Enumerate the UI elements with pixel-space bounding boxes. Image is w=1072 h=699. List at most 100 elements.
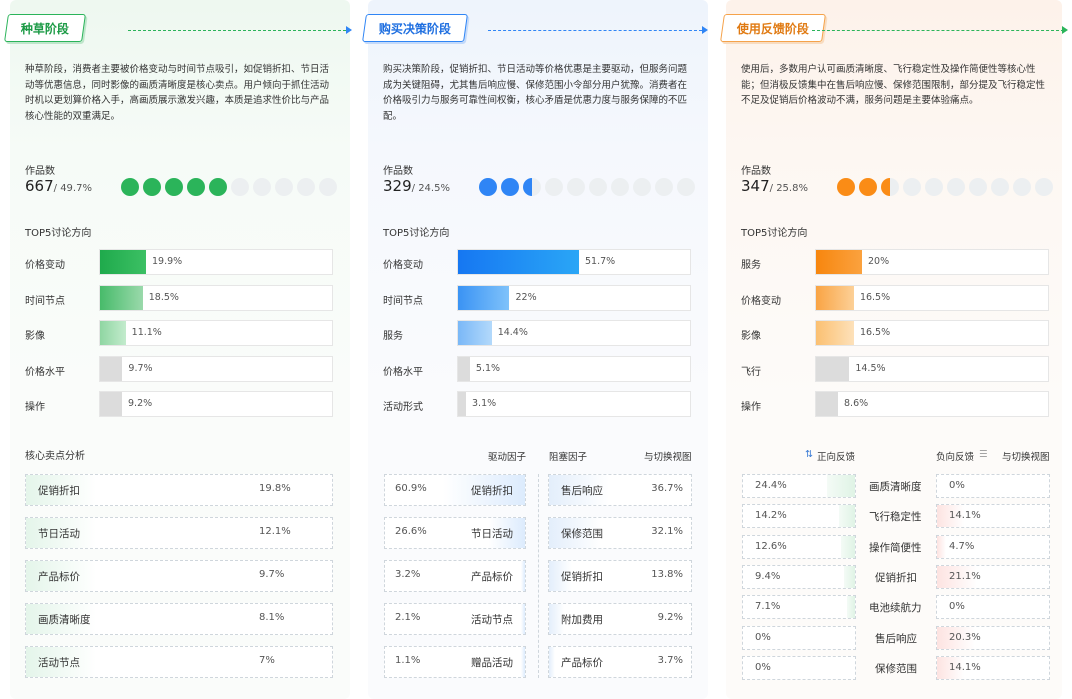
- work-count: 667/ 49.7%: [25, 176, 92, 195]
- positive-feedback-row[interactable]: 14.2%: [742, 504, 856, 529]
- negative-feedback-row[interactable]: 0%: [936, 595, 1050, 620]
- positive-feedback-row[interactable]: 0%: [742, 655, 856, 680]
- drive-factor-row[interactable]: 3.2% 产品标价: [384, 560, 526, 592]
- drive-factor-header[interactable]: 驱动因子: [488, 452, 527, 463]
- top5-value: 3.1%: [472, 398, 497, 409]
- block-factor-shade: [549, 604, 565, 634]
- positive-feedback-row[interactable]: 24.4%: [742, 474, 856, 498]
- core-point-row[interactable]: 画质清晰度 8.1%: [25, 603, 333, 635]
- block-factor-label: 附加费用: [561, 614, 603, 626]
- work-share-value: / 49.7%: [53, 183, 92, 194]
- share-dot: [925, 178, 943, 196]
- drive-factor-shade: [521, 647, 525, 677]
- drive-factor-row[interactable]: 60.9% 促销折扣: [384, 474, 526, 506]
- negative-feedback-value: 0%: [949, 480, 965, 491]
- negative-feedback-row[interactable]: 14.1%: [936, 504, 1050, 529]
- top5-value: 14.4%: [497, 327, 528, 338]
- core-point-row[interactable]: 促销折扣 19.8%: [25, 474, 333, 506]
- positive-feedback-row[interactable]: 9.4%: [742, 564, 856, 589]
- feedback-aspect-label: 电池续航力: [869, 602, 922, 615]
- share-dot: [501, 178, 519, 196]
- negative-feedback-row[interactable]: 21.1%: [936, 564, 1050, 589]
- work-count: 347/ 25.8%: [741, 176, 808, 195]
- drive-factor-value: 3.2%: [395, 569, 421, 580]
- block-factor-shade: [549, 561, 572, 591]
- share-dot: [545, 178, 563, 196]
- core-point-value: 9.7%: [259, 569, 285, 580]
- top5-bar-fill: [458, 321, 492, 345]
- core-point-row[interactable]: 节日活动 12.1%: [25, 517, 333, 549]
- negative-feedback-header[interactable]: 负向反馈: [936, 452, 975, 463]
- stage-column-grass: 种草阶段 种草阶段，消费者主要被价格变动与时间节点吸引，如促销折扣、节日活动等优惠…: [4, 0, 352, 699]
- drive-factor-row[interactable]: 1.1% 赠品活动: [384, 646, 526, 678]
- top5-bar-fill: [816, 356, 850, 381]
- negative-feedback-value: 21.1%: [949, 570, 981, 582]
- block-factor-header[interactable]: 阻塞因子: [549, 452, 588, 463]
- core-points-title: 核心卖点分析: [25, 451, 85, 462]
- work-count-value: 347: [741, 177, 770, 195]
- switch-view-toggle[interactable]: 与切换视图: [1002, 452, 1050, 463]
- top5-bar-fill: [816, 321, 854, 345]
- core-point-value: 12.1%: [259, 526, 291, 537]
- share-dot: [991, 178, 1009, 196]
- top5-value: 16.5%: [859, 291, 891, 303]
- block-factor-row[interactable]: 附加费用 9.2%: [548, 603, 692, 635]
- positive-feedback-row[interactable]: 7.1%: [742, 595, 856, 620]
- drive-factor-row[interactable]: 26.6% 节日活动: [384, 517, 526, 549]
- top5-label: 活动形式: [383, 402, 423, 413]
- block-factor-row[interactable]: 促销折扣 13.8%: [548, 560, 692, 592]
- share-dot: [947, 178, 965, 196]
- switch-view-toggle[interactable]: 与切换视图: [644, 452, 692, 463]
- core-point-label: 活动节点: [38, 657, 80, 669]
- block-factor-value: 3.7%: [657, 655, 683, 666]
- core-point-row[interactable]: 活动节点 7%: [25, 646, 333, 678]
- block-factor-row[interactable]: 售后响应 36.7%: [548, 474, 692, 506]
- negative-feedback-row[interactable]: 20.3%: [936, 625, 1050, 650]
- top5-row: 服务 20%: [741, 249, 1051, 275]
- positive-feedback-icon: ⇅: [805, 449, 813, 460]
- negative-feedback-row[interactable]: 14.1%: [936, 655, 1050, 680]
- top5-label: 价格水平: [25, 366, 65, 378]
- top5-row: 影像 16.5%: [741, 320, 1051, 346]
- positive-feedback-header[interactable]: 正向反馈: [817, 452, 856, 463]
- negative-feedback-row[interactable]: 0%: [936, 474, 1050, 498]
- top5-row: 价格变动 51.7%: [383, 249, 693, 275]
- stage-title-tag[interactable]: 种草阶段: [4, 14, 86, 42]
- top5-row: 飞行 14.5%: [741, 355, 1051, 382]
- drive-factor-label: 节日活动: [471, 528, 513, 540]
- top5-row: 服务 14.4%: [383, 320, 693, 346]
- drive-factor-value: 2.1%: [395, 612, 421, 623]
- drive-factor-shade: [443, 475, 525, 505]
- share-dot: [165, 178, 183, 196]
- top5-bar-fill: [458, 392, 466, 416]
- top5-bar-fill: [100, 356, 123, 381]
- top5-bar-track: 16.5%: [815, 320, 1049, 346]
- block-factor-row[interactable]: 产品标价 3.7%: [548, 646, 692, 678]
- block-factor-label: 售后响应: [561, 485, 603, 497]
- share-dots: [837, 178, 1053, 196]
- core-point-value: 8.1%: [259, 612, 285, 623]
- top5-bar-fill: [100, 321, 126, 345]
- negative-feedback-icon: ☰: [979, 449, 988, 460]
- top5-bar-fill: [100, 392, 122, 416]
- top5-label: 时间节点: [25, 295, 65, 307]
- drive-factor-row[interactable]: 2.1% 活动节点: [384, 603, 526, 635]
- stage-title-tag[interactable]: 使用反馈阶段: [720, 14, 826, 42]
- stage-title-tag[interactable]: 购买决策阶段: [362, 14, 468, 42]
- positive-feedback-row[interactable]: 12.6%: [742, 534, 856, 559]
- positive-feedback-shade: [844, 565, 855, 588]
- block-factor-row[interactable]: 保修范围 32.1%: [548, 517, 692, 549]
- top5-value: 5.1%: [475, 362, 501, 374]
- positive-feedback-value: 14.2%: [755, 510, 787, 522]
- core-point-shade: [26, 647, 96, 677]
- negative-feedback-row[interactable]: 4.7%: [936, 534, 1050, 559]
- share-dot: [143, 178, 161, 196]
- stage-description: 购买决策阶段，促销折扣、节日活动等价格优惠是主要驱动，但服务问题成为关键阻碍，尤…: [383, 64, 688, 122]
- share-dot: [567, 178, 585, 196]
- top5-value: 8.6%: [844, 398, 869, 409]
- core-point-row[interactable]: 产品标价 9.7%: [25, 560, 333, 592]
- feedback-aspect-label: 保修范围: [875, 662, 917, 675]
- top5-label: 服务: [383, 331, 403, 342]
- positive-feedback-value: 0%: [755, 661, 771, 673]
- positive-feedback-row[interactable]: 0%: [742, 625, 856, 650]
